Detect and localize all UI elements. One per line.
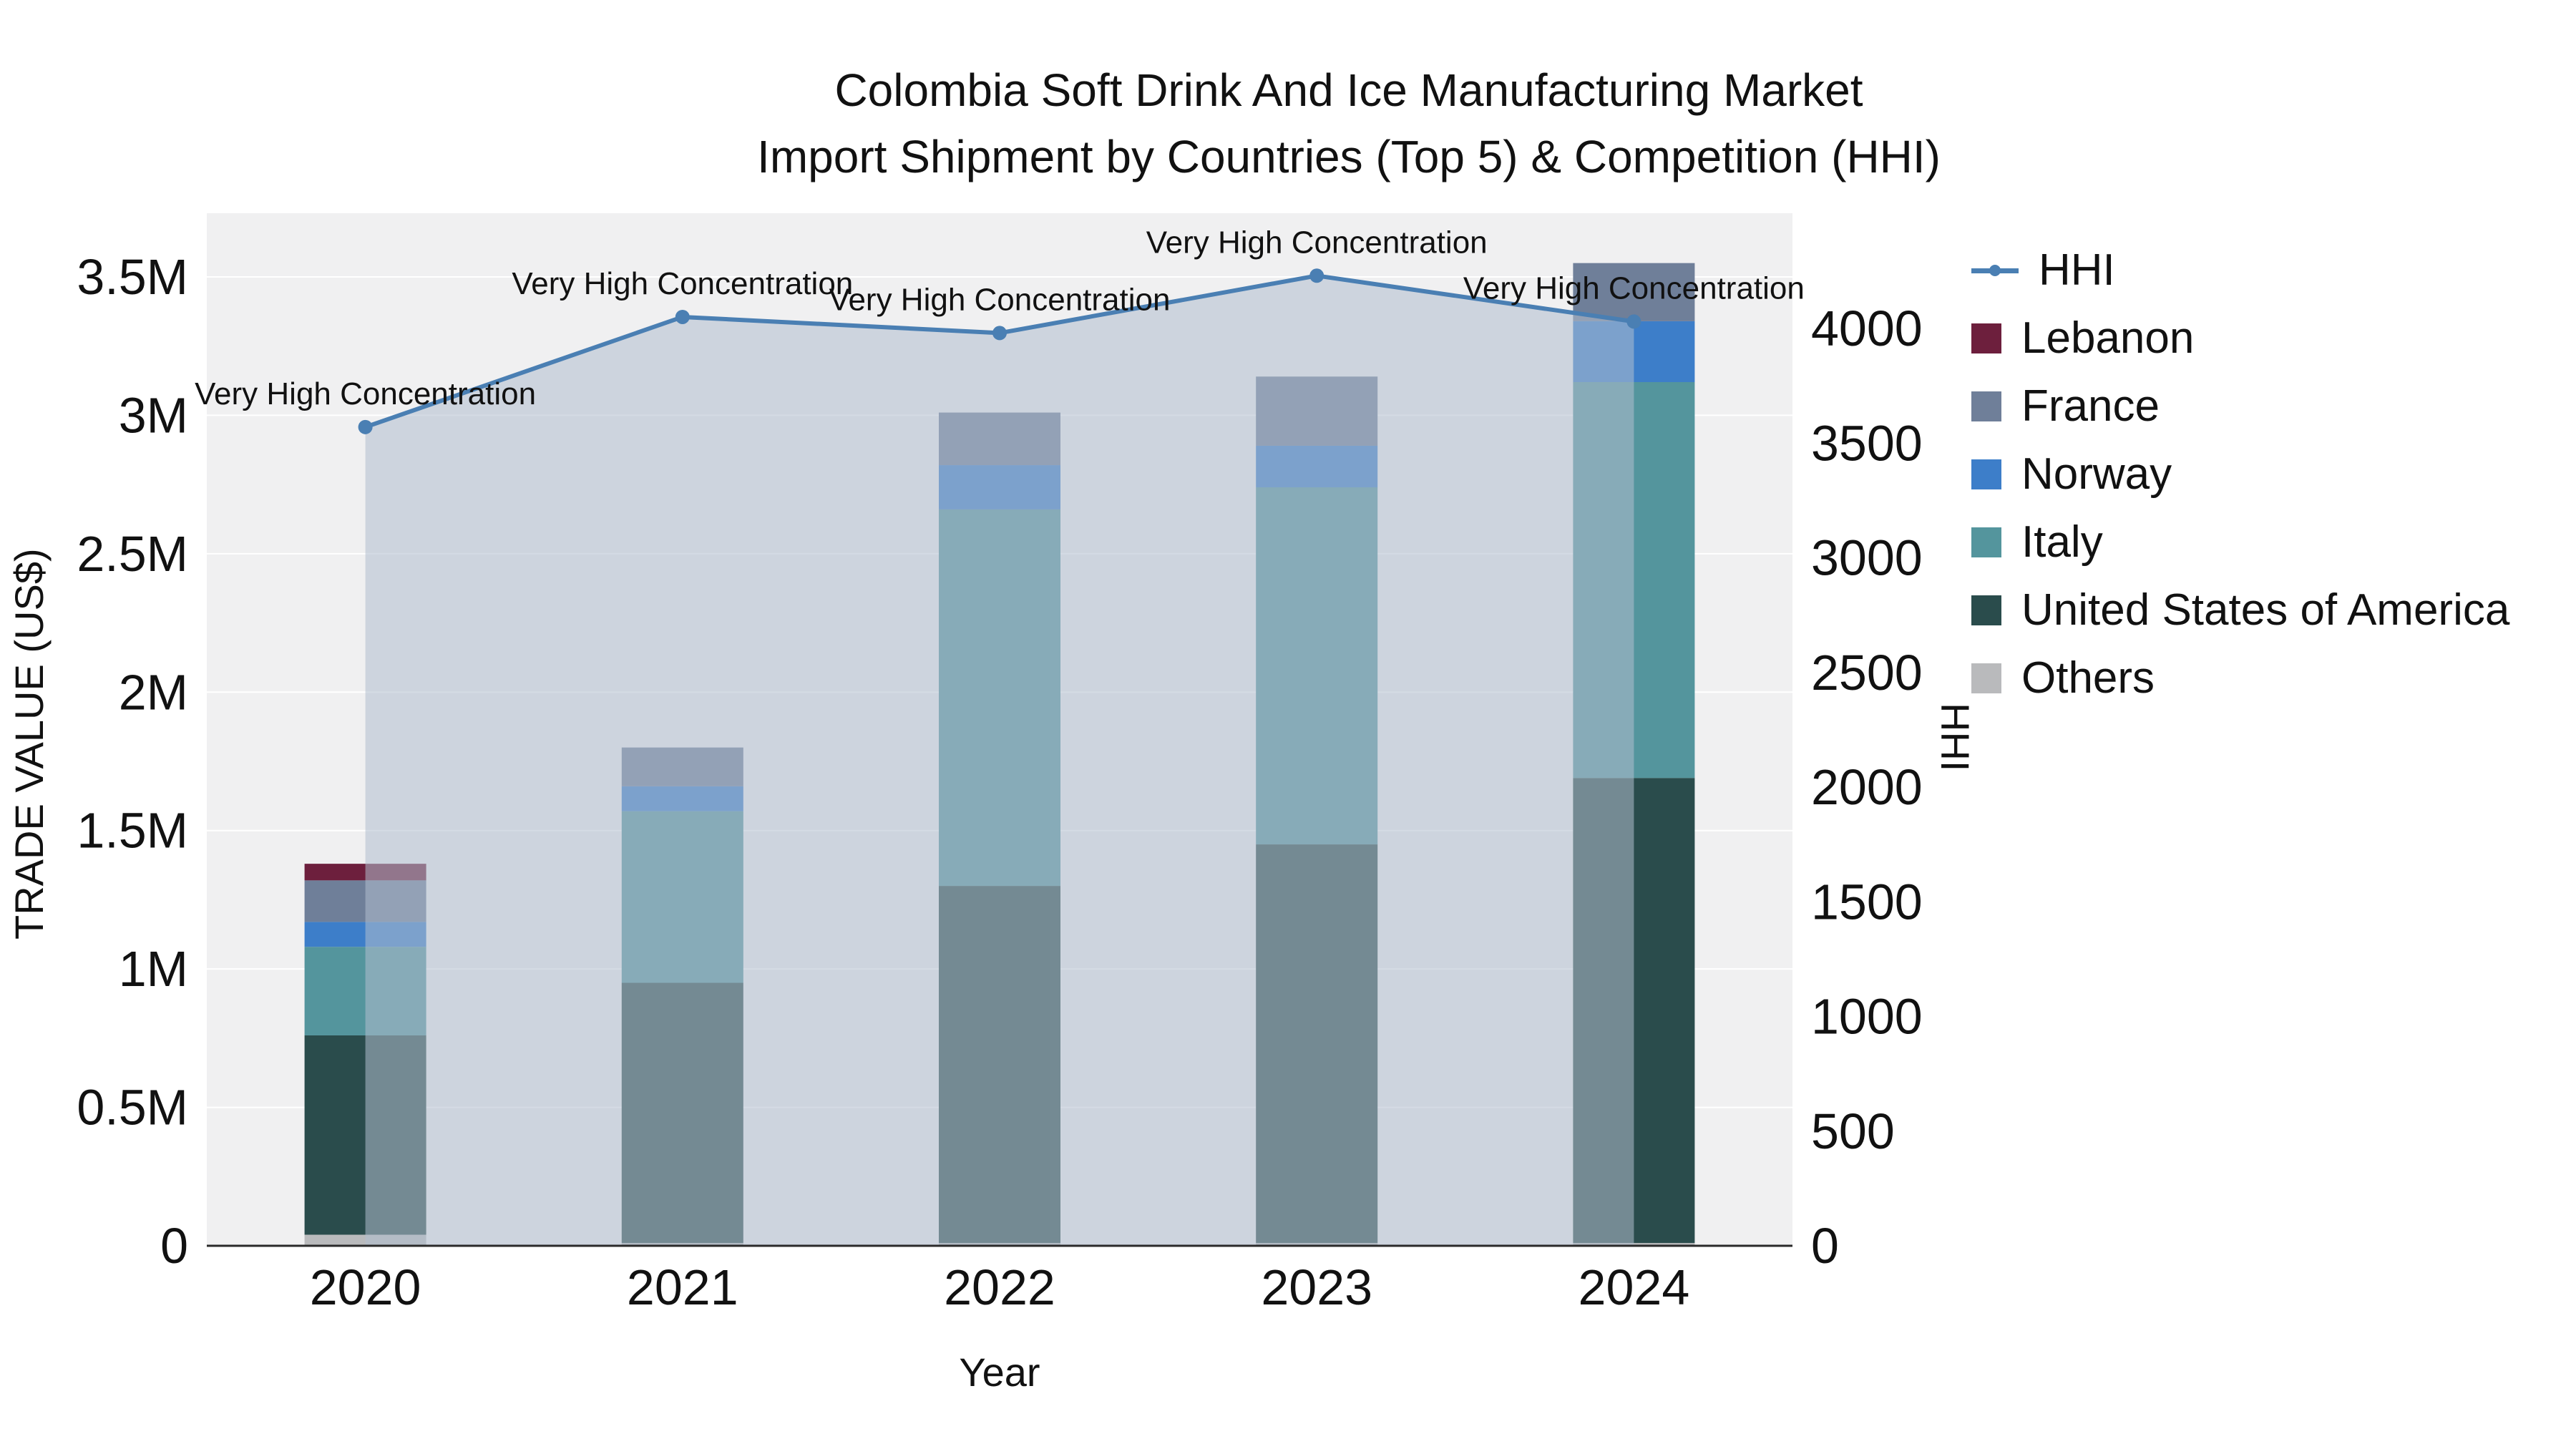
annotation-label: Very High Concentration bbox=[195, 376, 536, 411]
legend-item-france[interactable]: France bbox=[1971, 372, 2572, 440]
x-tick-label: 2021 bbox=[627, 1259, 738, 1315]
legend-swatch bbox=[1971, 391, 2001, 421]
y-right-tick-label: 1000 bbox=[1811, 989, 1923, 1045]
hhi-marker bbox=[1626, 314, 1641, 329]
chart-title: Colombia Soft Drink And Ice Manufacturin… bbox=[122, 57, 2576, 190]
legend-label: United States of America bbox=[2021, 585, 2510, 635]
legend-item-others[interactable]: Others bbox=[1971, 644, 2572, 712]
hhi-marker bbox=[675, 309, 690, 324]
legend-label: Italy bbox=[2021, 517, 2103, 567]
y-right-tick-label: 1500 bbox=[1811, 874, 1923, 930]
chart-title-line1: Colombia Soft Drink And Ice Manufacturin… bbox=[834, 64, 1863, 116]
legend-item-italy[interactable]: Italy bbox=[1971, 508, 2572, 576]
y-left-tick-label: 1M bbox=[119, 941, 188, 997]
legend-label: France bbox=[2021, 381, 2160, 431]
bar-segment-france bbox=[1573, 263, 1695, 321]
legend-label: Lebanon bbox=[2021, 313, 2195, 363]
y-left-tick-label: 0 bbox=[160, 1218, 188, 1274]
hhi-marker bbox=[992, 326, 1007, 341]
annotation-label: Very High Concentration bbox=[1146, 225, 1488, 260]
hhi-marker bbox=[358, 419, 373, 434]
y-left-tick-label: 2.5M bbox=[77, 526, 188, 582]
y-left-tick-label: 3.5M bbox=[77, 249, 188, 305]
y-axis-title-right: HHI bbox=[1933, 702, 1978, 772]
y-right-tick-label: 4000 bbox=[1811, 301, 1923, 356]
y-right-tick-label: 0 bbox=[1811, 1218, 1839, 1274]
legend-swatch bbox=[1971, 663, 2001, 693]
legend-item-lebanon[interactable]: Lebanon bbox=[1971, 304, 2572, 372]
y-left-tick-label: 3M bbox=[119, 387, 188, 443]
annotation-label: Very High Concentration bbox=[829, 282, 1171, 317]
y-left-tick-label: 1.5M bbox=[77, 803, 188, 859]
legend-swatch bbox=[1971, 527, 2001, 557]
legend-line-swatch bbox=[1971, 262, 2019, 279]
x-axis-title: Year bbox=[959, 1350, 1040, 1395]
annotation-label: Very High Concentration bbox=[1463, 270, 1805, 306]
legend-line-dot bbox=[1989, 264, 2001, 276]
legend-item-hhi[interactable]: HHI bbox=[1971, 236, 2572, 304]
y-right-tick-label: 2500 bbox=[1811, 645, 1923, 701]
legend-swatch bbox=[1971, 595, 2001, 625]
legend-label: Others bbox=[2021, 653, 2155, 703]
legend-label: HHI bbox=[2039, 245, 2115, 295]
x-tick-label: 2024 bbox=[1579, 1259, 1690, 1315]
y-left-tick-label: 0.5M bbox=[77, 1080, 188, 1136]
y-right-tick-label: 500 bbox=[1811, 1103, 1895, 1159]
legend-label: Norway bbox=[2021, 449, 2172, 499]
y-right-tick-label: 3000 bbox=[1811, 530, 1923, 586]
legend-item-united-states-of-america[interactable]: United States of America bbox=[1971, 576, 2572, 644]
y-axis-title-left: TRADE VALUE (US$) bbox=[6, 548, 52, 940]
y-right-tick-label: 3500 bbox=[1811, 415, 1923, 471]
y-left-tick-label: 2M bbox=[119, 664, 188, 720]
annotation-label: Very High Concentration bbox=[512, 266, 853, 301]
x-tick-label: 2020 bbox=[310, 1259, 421, 1315]
hhi-area-fill bbox=[365, 275, 1634, 1246]
x-tick-label: 2023 bbox=[1261, 1259, 1372, 1315]
legend-swatch bbox=[1971, 323, 2001, 353]
legend: HHI Lebanon France Norway Italy United States… bbox=[1971, 236, 2572, 712]
y-right-tick-label: 2000 bbox=[1811, 759, 1923, 815]
legend-swatch bbox=[1971, 459, 2001, 489]
legend-item-norway[interactable]: Norway bbox=[1971, 440, 2572, 508]
chart-title-line2: Import Shipment by Countries (Top 5) & C… bbox=[757, 130, 1941, 182]
hhi-marker bbox=[1309, 268, 1324, 283]
x-tick-label: 2022 bbox=[944, 1259, 1055, 1315]
